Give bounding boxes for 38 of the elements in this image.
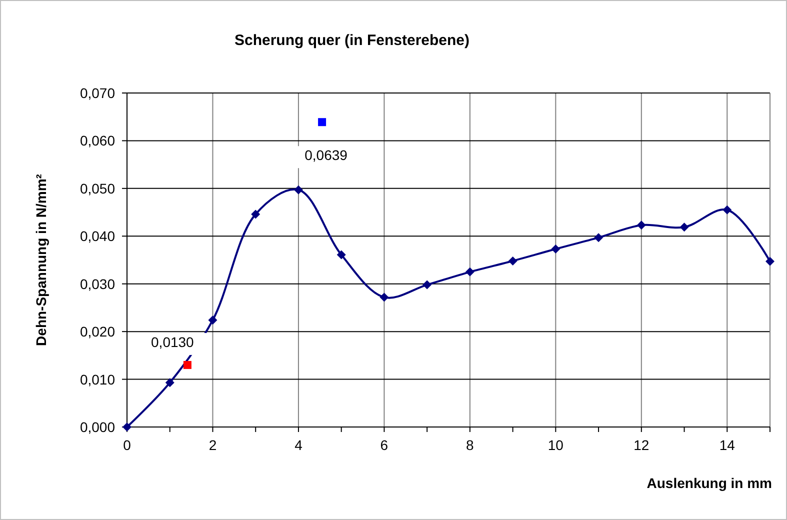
x-tick-label: 14 — [719, 437, 736, 453]
point — [294, 185, 303, 194]
point — [318, 118, 326, 126]
data-label: 0,0130 — [151, 334, 194, 350]
x-axis-title: Auslenkung in mm — [646, 475, 772, 491]
x-tick-label: 0 — [123, 437, 132, 453]
x-tick-label: 12 — [634, 437, 650, 453]
point — [422, 280, 432, 290]
point — [680, 222, 689, 232]
point — [208, 316, 218, 325]
point — [336, 250, 346, 260]
y-tick-label: 0,050 — [80, 180, 116, 196]
data-label: 0,0639 — [304, 147, 348, 164]
y-axis-title: Dehn-Spannung in N/mm² — [33, 174, 49, 346]
y-tick-label: 0,020 — [80, 324, 116, 340]
point — [722, 205, 732, 214]
y-tick-label: 0,060 — [80, 132, 116, 149]
point — [636, 220, 646, 230]
point — [594, 233, 604, 242]
x-tick-label: 4 — [294, 437, 303, 453]
x-tick-label: 2 — [208, 437, 217, 453]
point — [380, 292, 389, 302]
x-tick-label: 8 — [466, 437, 474, 453]
y-tick-label: 0,070 — [80, 85, 116, 101]
point — [766, 256, 774, 266]
y-tick-label: 0,000 — [80, 419, 116, 435]
point — [465, 267, 474, 276]
point — [508, 256, 518, 266]
chart-title: Scherung quer (in Fensterebene) — [234, 32, 470, 49]
y-tick-label: 0,030 — [80, 276, 116, 292]
point — [251, 210, 260, 219]
point — [551, 244, 560, 254]
x-tick-label: 10 — [548, 437, 564, 453]
y-tick-label: 0,010 — [80, 371, 116, 388]
point — [183, 360, 192, 369]
x-tick-label: 6 — [380, 437, 388, 453]
y-tick-label: 0,040 — [80, 228, 116, 244]
point — [165, 378, 174, 388]
